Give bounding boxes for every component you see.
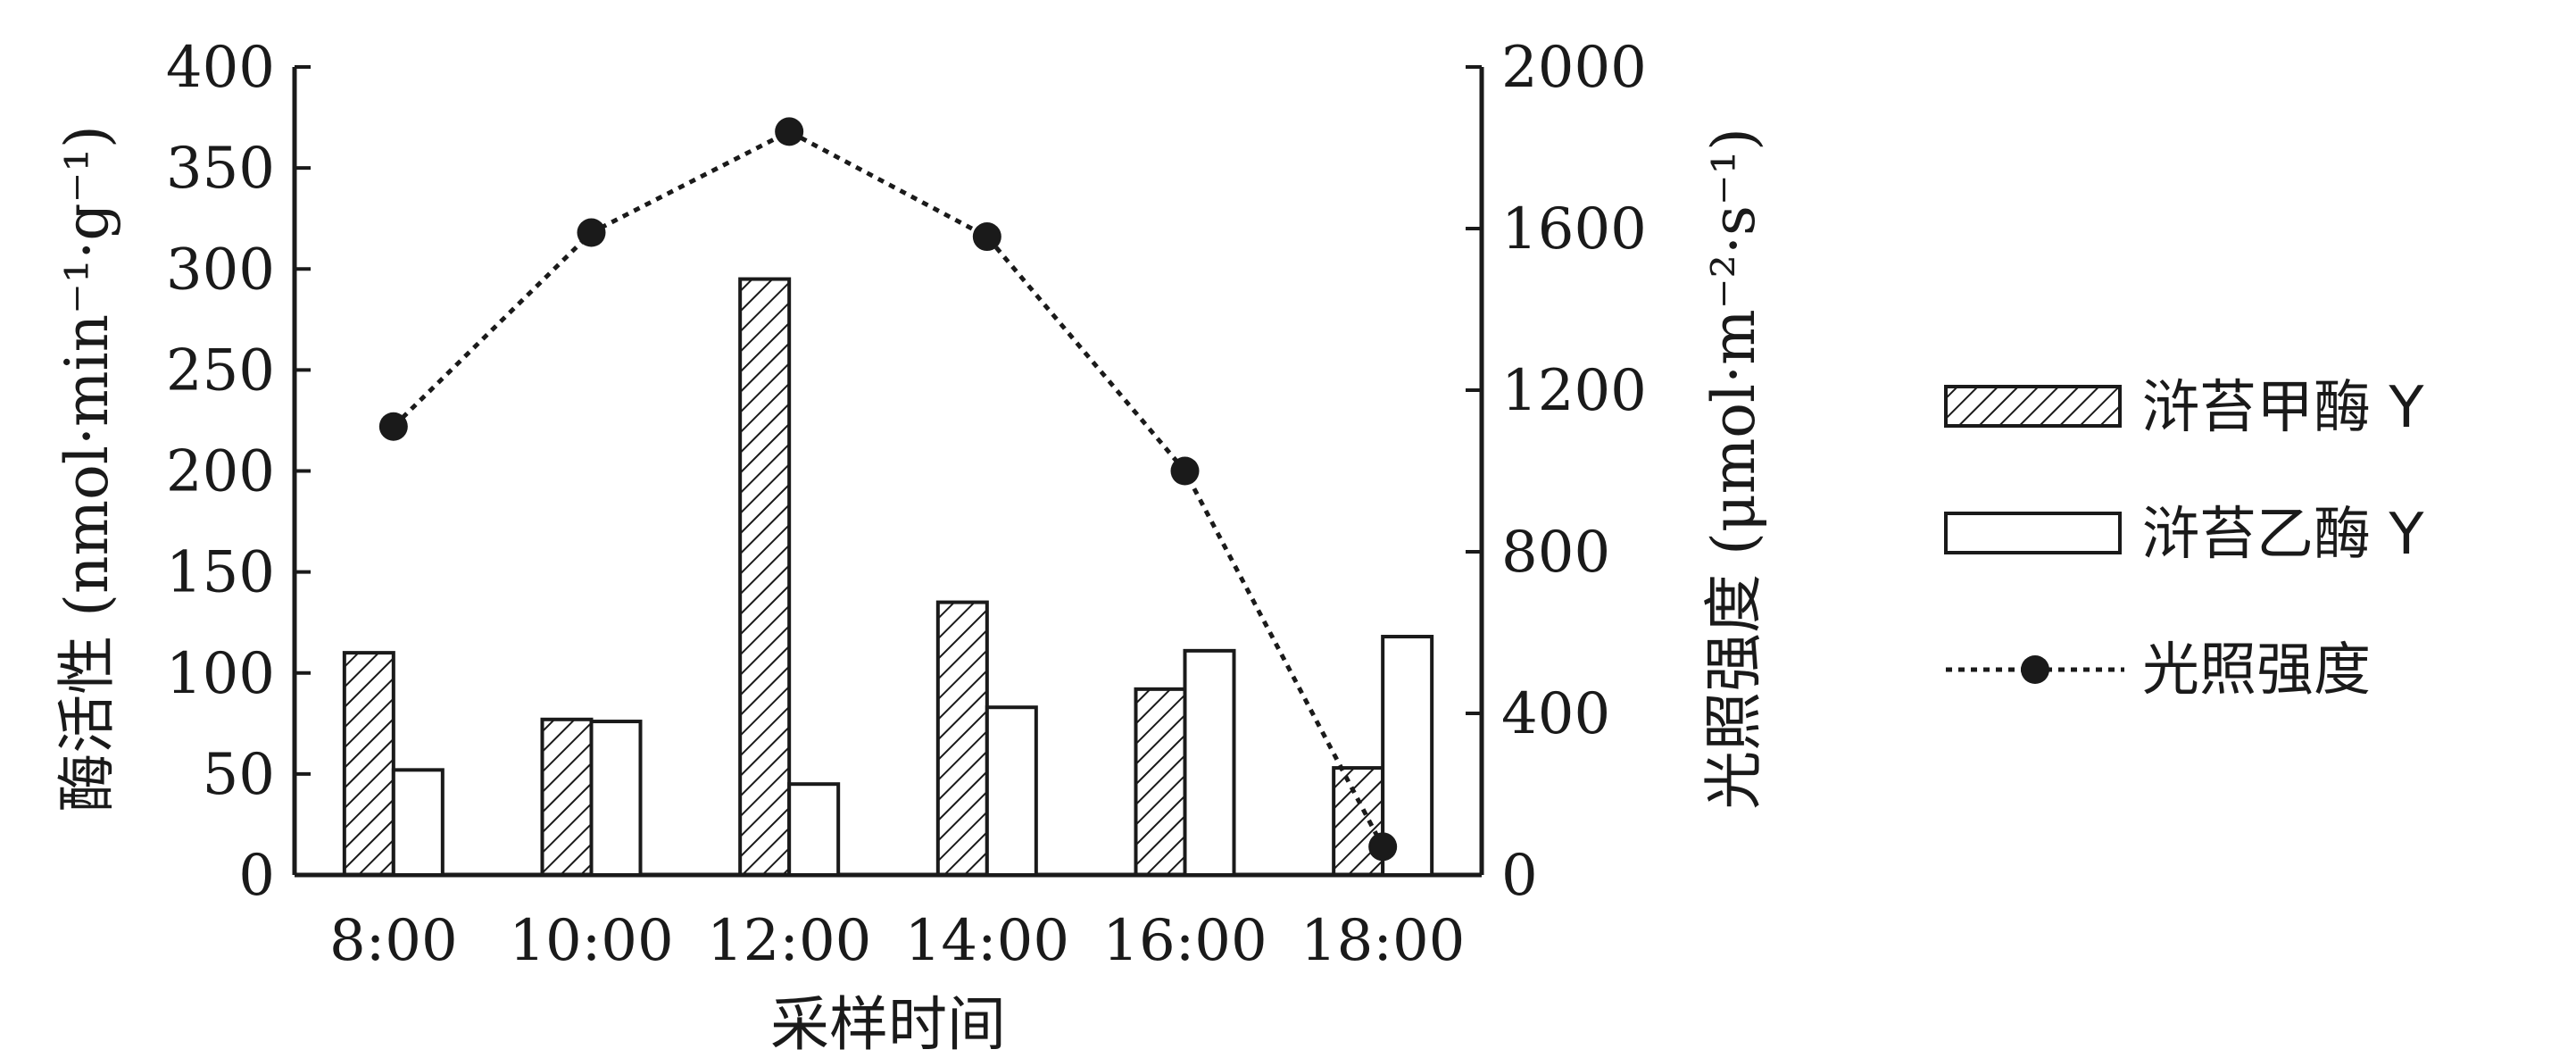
light-intensity-point [378, 412, 408, 441]
x-tick-labels: 8:00 10:00 12:00 14:00 16:00 18:00 [329, 908, 1465, 974]
bars [342, 277, 1434, 878]
light-intensity-point [775, 117, 804, 146]
bar-hatched [540, 717, 594, 877]
y-axis-title: 酶活性 (nmol·min⁻¹·g⁻¹) [53, 125, 121, 812]
x-axis-title: 采样时间 [770, 990, 1006, 1058]
legend-label-line: 光照强度 [2142, 637, 2371, 704]
legend-item-line: 光照强度 [1946, 637, 2371, 704]
light-intensity-point [577, 218, 606, 247]
x-tick-label: 8:00 [329, 908, 458, 974]
light-intensity-line [378, 117, 1398, 862]
legend-item-hatched: 浒苔甲酶 Y [1944, 375, 2424, 441]
left-y-tick-label: 150 [166, 540, 275, 606]
legend-label-open: 浒苔乙酶 Y [2142, 502, 2424, 568]
x-tick-label: 10:00 [509, 908, 673, 974]
bar-open [787, 782, 841, 877]
bar-open [589, 720, 643, 877]
right-y-tick-label: 2000 [1501, 35, 1647, 101]
y2-axis-title: 光照强度 (μmol·m⁻²·s⁻¹) [1699, 128, 1768, 810]
legend-swatch-open [1944, 512, 2122, 554]
bar-open [1183, 648, 1236, 877]
right-y-tick-label: 400 [1501, 681, 1610, 747]
right-y-tick-label: 1200 [1501, 358, 1647, 424]
legend-label-hatched: 浒苔甲酶 Y [2142, 375, 2424, 441]
bar-open [985, 705, 1038, 878]
left-y-tick-label: 100 [166, 641, 275, 707]
x-tick-label: 14:00 [905, 908, 1069, 974]
bar-hatched [1134, 687, 1187, 877]
left-y-tick-label: 300 [166, 237, 275, 303]
left-y-tick-label: 250 [166, 337, 275, 404]
x-tick-label: 18:00 [1300, 908, 1465, 974]
light-intensity-point [972, 222, 1001, 252]
left-y-tick-label: 0 [238, 843, 275, 909]
light-intensity-polyline [392, 129, 1385, 848]
light-intensity-point [1368, 832, 1398, 862]
left-y-tick-label: 400 [166, 35, 275, 101]
legend: 浒苔甲酶 Y 浒苔乙酶 Y 光照强度 [1944, 375, 2424, 704]
left-y-tick-label: 350 [166, 136, 275, 202]
bar-open [391, 768, 445, 877]
right-y-ticks: 0 400 800 1200 1600 2000 [1466, 35, 1647, 909]
legend-swatch-hatched [1944, 385, 2122, 428]
legend-item-open: 浒苔乙酶 Y [1944, 502, 2424, 568]
bar-hatched [738, 277, 792, 877]
axes [292, 67, 1484, 878]
bar-hatched [342, 651, 395, 877]
light-intensity-point [1170, 456, 1200, 486]
legend-marker [2021, 655, 2049, 684]
right-y-tick-label: 0 [1501, 843, 1538, 909]
left-y-ticks: 0 50 100 150 200 250 300 350 400 [166, 35, 311, 909]
right-y-tick-label: 800 [1501, 520, 1610, 586]
left-y-tick-label: 200 [166, 439, 275, 505]
left-y-tick-label: 50 [203, 742, 275, 808]
bar-hatched [935, 600, 989, 877]
right-y-tick-label: 1600 [1501, 196, 1647, 262]
x-tick-label: 12:00 [707, 908, 871, 974]
x-tick-label: 16:00 [1102, 908, 1267, 974]
